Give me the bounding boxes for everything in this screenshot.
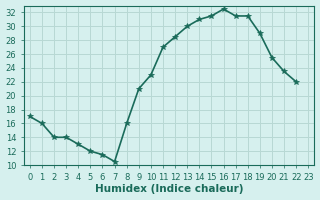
- X-axis label: Humidex (Indice chaleur): Humidex (Indice chaleur): [95, 184, 243, 194]
